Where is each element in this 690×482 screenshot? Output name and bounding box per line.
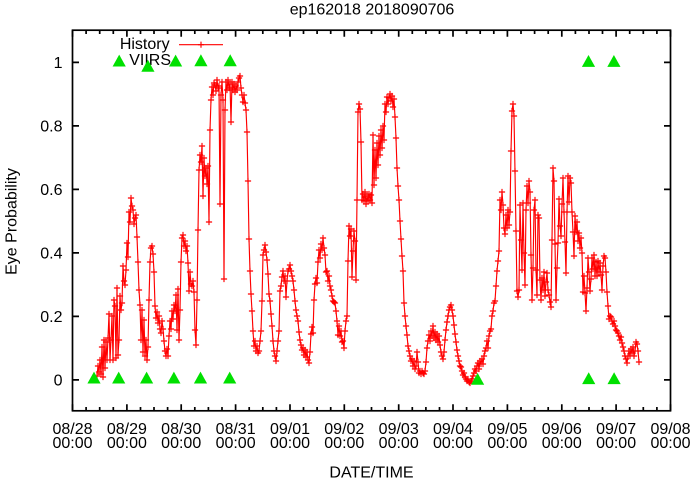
svg-text:0.4: 0.4 — [40, 246, 62, 263]
svg-text:00:00: 00:00 — [270, 435, 310, 452]
svg-text:09/07: 09/07 — [596, 421, 636, 438]
svg-text:09/02: 09/02 — [324, 421, 364, 438]
svg-text:DATE/TIME: DATE/TIME — [329, 465, 413, 482]
svg-text:00:00: 00:00 — [161, 435, 201, 452]
svg-text:00:00: 00:00 — [324, 435, 364, 452]
svg-text:0.6: 0.6 — [40, 182, 62, 199]
svg-text:09/05: 09/05 — [487, 421, 527, 438]
svg-text:08/29: 08/29 — [107, 421, 147, 438]
svg-text:00:00: 00:00 — [542, 435, 582, 452]
svg-text:09/03: 09/03 — [379, 421, 419, 438]
svg-text:ep162018 2018090706: ep162018 2018090706 — [290, 2, 455, 19]
svg-text:0.8: 0.8 — [40, 119, 62, 136]
svg-text:00:00: 00:00 — [650, 435, 690, 452]
svg-text:00:00: 00:00 — [596, 435, 636, 452]
svg-text:00:00: 00:00 — [487, 435, 527, 452]
svg-text:08/28: 08/28 — [52, 421, 92, 438]
svg-text:00:00: 00:00 — [216, 435, 256, 452]
svg-text:08/31: 08/31 — [216, 421, 256, 438]
svg-text:00:00: 00:00 — [379, 435, 419, 452]
svg-text:09/06: 09/06 — [542, 421, 582, 438]
svg-text:00:00: 00:00 — [107, 435, 147, 452]
svg-text:1: 1 — [54, 55, 63, 72]
svg-text:09/04: 09/04 — [433, 421, 473, 438]
svg-text:00:00: 00:00 — [433, 435, 473, 452]
svg-text:00:00: 00:00 — [52, 435, 92, 452]
svg-text:08/30: 08/30 — [161, 421, 201, 438]
svg-text:History: History — [120, 36, 170, 53]
svg-text:0: 0 — [54, 373, 63, 390]
svg-text:VIIRS: VIIRS — [129, 52, 171, 69]
svg-text:Eye Probability: Eye Probability — [4, 168, 21, 275]
svg-text:0.2: 0.2 — [40, 309, 62, 326]
svg-text:09/08: 09/08 — [650, 421, 690, 438]
svg-text:09/01: 09/01 — [270, 421, 310, 438]
